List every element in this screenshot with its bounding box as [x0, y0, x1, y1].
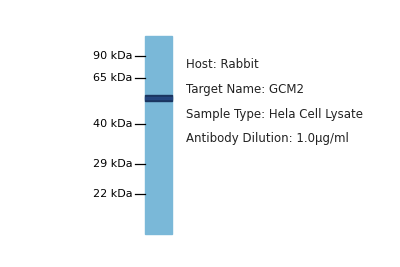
- Text: 40 kDa: 40 kDa: [93, 119, 133, 128]
- Bar: [144, 36, 172, 234]
- Bar: [144, 95, 172, 101]
- Text: Target Name: GCM2: Target Name: GCM2: [186, 83, 304, 96]
- Text: 90 kDa: 90 kDa: [93, 51, 133, 61]
- Text: Sample Type: Hela Cell Lysate: Sample Type: Hela Cell Lysate: [186, 108, 363, 121]
- Text: Host: Rabbit: Host: Rabbit: [186, 58, 259, 72]
- Text: 29 kDa: 29 kDa: [93, 159, 133, 169]
- Text: 22 kDa: 22 kDa: [93, 190, 133, 199]
- Text: 65 kDa: 65 kDa: [93, 73, 133, 83]
- Text: Antibody Dilution: 1.0μg/ml: Antibody Dilution: 1.0μg/ml: [186, 132, 349, 146]
